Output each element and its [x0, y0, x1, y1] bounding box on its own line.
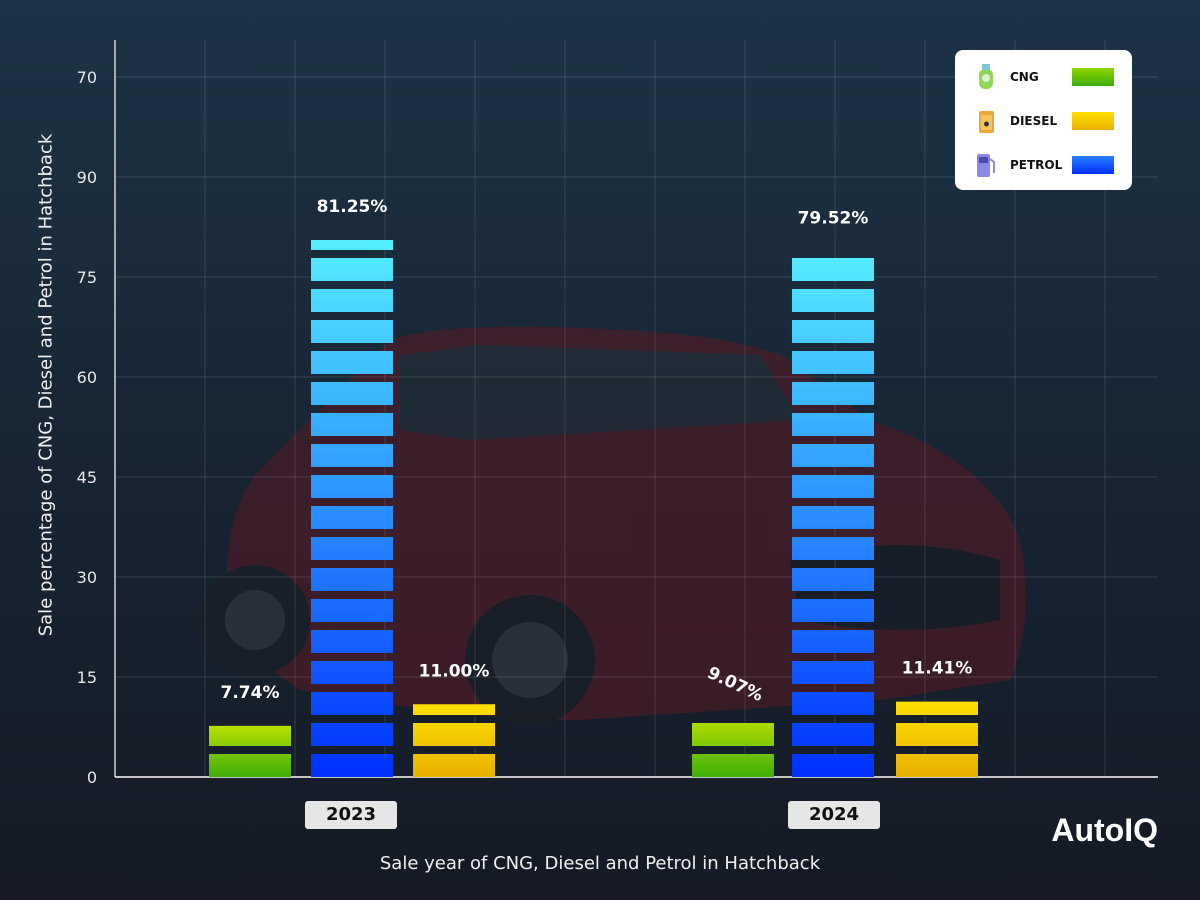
bar-segment [311, 382, 393, 405]
jerry-can-icon [975, 107, 997, 135]
data-label: 79.52% [798, 208, 869, 228]
bar-segment [413, 723, 495, 746]
brand-logo: AutoIQ [1051, 812, 1158, 848]
bar-segment [311, 413, 393, 436]
bar-segment [311, 630, 393, 653]
bar-segment [311, 475, 393, 498]
bar-segment [792, 692, 874, 715]
bar-segment [311, 537, 393, 560]
legend-item-cng: CNG [975, 62, 1114, 92]
bar-segment [311, 568, 393, 591]
data-label: 11.00% [419, 661, 490, 681]
legend-swatch-cng [1072, 68, 1114, 86]
bar-segment [792, 382, 874, 405]
bar-petrol-2023 [311, 240, 393, 777]
bar-segment [311, 754, 393, 777]
data-label: 7.74% [221, 683, 280, 703]
y-tick-label: 15 [77, 668, 97, 687]
bar-segment [792, 351, 874, 374]
data-label: 11.41% [902, 659, 973, 679]
bar-segment [311, 289, 393, 312]
bar-segment [792, 475, 874, 498]
bar-segment [792, 599, 874, 622]
bar-segment [792, 289, 874, 312]
y-axis-label: Sale percentage of CNG, Diesel and Petro… [35, 133, 57, 637]
y-tick-label: 30 [77, 568, 97, 587]
bar-segment [792, 506, 874, 529]
bar-segment [896, 723, 978, 746]
bar-segment [792, 444, 874, 467]
bar-segment [311, 506, 393, 529]
x-tick-2023: 2023 [305, 801, 397, 829]
y-tick-label: 45 [77, 468, 97, 487]
bar-segment [792, 537, 874, 560]
bar-segment [311, 444, 393, 467]
legend: CNG DIESEL PETROL [955, 50, 1132, 190]
legend-item-petrol: PETROL [975, 150, 1114, 180]
bar-cng-2024 [692, 723, 774, 777]
bar-segment [792, 661, 874, 684]
bar-segment [792, 630, 874, 653]
bar-segment [896, 701, 978, 715]
bar-segment [792, 754, 874, 777]
legend-item-diesel: DIESEL [975, 106, 1114, 136]
legend-swatch-diesel [1072, 112, 1114, 130]
x-tick-2024: 2024 [788, 801, 880, 829]
y-tick-label: 75 [77, 268, 97, 287]
y-tick-label: 70 [77, 68, 97, 87]
x-axis-label: Sale year of CNG, Diesel and Petrol in H… [379, 853, 821, 874]
bar-segment [209, 725, 291, 746]
bar-segment [311, 661, 393, 684]
data-label: 81.25% [317, 197, 388, 217]
bar-segment [792, 568, 874, 591]
bar-diesel-2024 [896, 701, 978, 777]
bar-segment [413, 754, 495, 777]
bar-segment [311, 692, 393, 715]
bar-segment [311, 599, 393, 622]
y-tick-label: 0 [87, 768, 97, 787]
bar-segment [311, 240, 393, 250]
bar-segment [792, 413, 874, 436]
y-tick-label: 60 [77, 368, 97, 387]
bar-segment [792, 723, 874, 746]
bar-segment [692, 754, 774, 777]
bar-segment [692, 723, 774, 746]
bar-diesel-2023 [413, 704, 495, 777]
bar-segment [209, 754, 291, 777]
bar-segment [792, 258, 874, 281]
bar-segment [311, 320, 393, 343]
bar-segment [311, 258, 393, 281]
bar-petrol-2024 [792, 258, 874, 777]
legend-swatch-petrol [1072, 156, 1114, 174]
bar-segment [896, 754, 978, 777]
fuel-pump-icon [975, 151, 997, 179]
bar-segment [792, 320, 874, 343]
bar-segment [311, 723, 393, 746]
y-tick-label: 90 [77, 168, 97, 187]
bar-segment [311, 351, 393, 374]
gas-cylinder-icon [975, 63, 997, 91]
bar-cng-2023 [209, 725, 291, 777]
bar-segment [413, 704, 495, 715]
